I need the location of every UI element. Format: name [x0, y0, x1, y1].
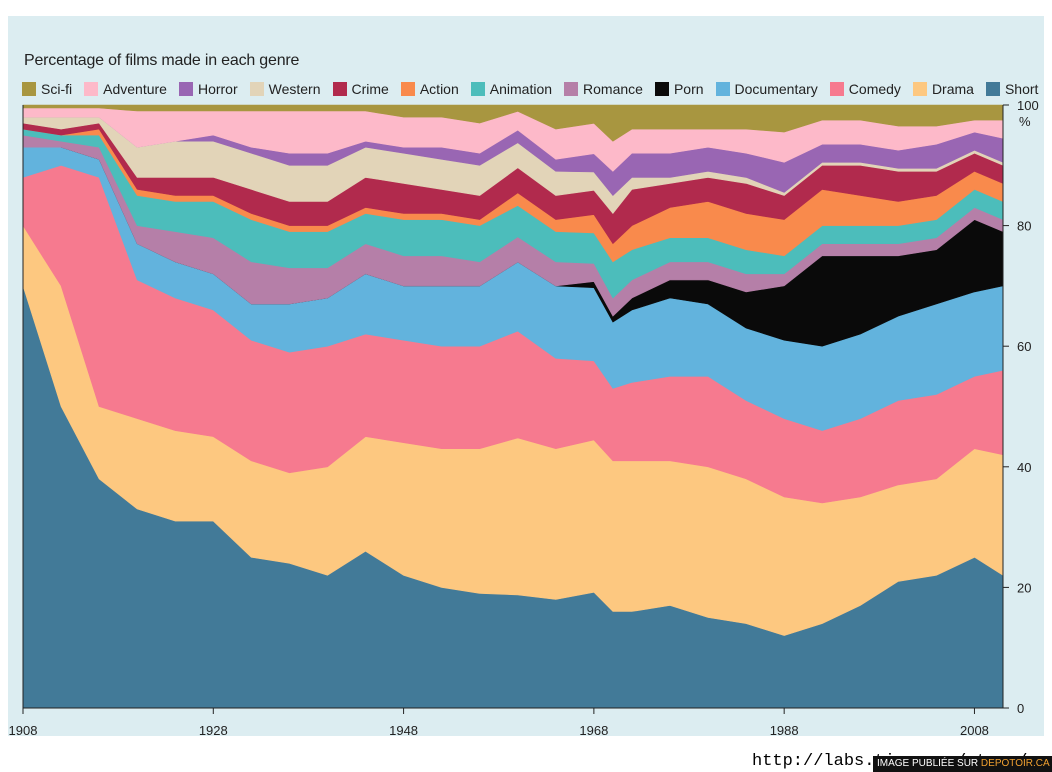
- legend-item-horror: Horror: [178, 81, 238, 97]
- watermark-prefix: IMAGE PUBLIÉE SUR: [877, 758, 979, 769]
- legend-item-crime: Crime: [332, 81, 389, 97]
- legend-label: Romance: [583, 81, 643, 97]
- x-tick-label: 2008: [960, 723, 989, 738]
- legend: Sci-fi Adventure Horror Western Crime Action A…: [22, 80, 1050, 98]
- axes: 0 20 40 60 80 100% 1908 1928 1948 1968 1988 2008: [9, 98, 1039, 738]
- y-tick-label: 0: [1017, 701, 1024, 716]
- legend-label: Short: [1004, 81, 1039, 97]
- legend-label: Porn: [673, 81, 704, 97]
- legend-swatch: [22, 82, 36, 96]
- legend-label: Animation: [489, 81, 553, 97]
- x-tick-label: 1988: [770, 723, 799, 738]
- y-unit-label: %: [1019, 114, 1031, 129]
- y-tick-label: 100: [1017, 98, 1039, 113]
- legend-swatch: [400, 82, 415, 96]
- legend-item-documentary: Documentary: [715, 81, 818, 97]
- legend-swatch: [332, 82, 347, 96]
- legend-label: Documentary: [734, 81, 818, 97]
- area-layers: [22, 104, 1004, 709]
- legend-swatch: [912, 82, 927, 96]
- legend-label: Crime: [351, 81, 389, 97]
- legend-item-romance: Romance: [564, 81, 643, 97]
- legend-item-sci-fi: Sci-fi: [22, 81, 72, 97]
- legend-swatch: [249, 82, 264, 96]
- legend-item-drama: Drama: [912, 81, 974, 97]
- legend-item-adventure: Adventure: [84, 81, 167, 97]
- legend-item-porn: Porn: [654, 81, 704, 97]
- y-tick-label: 40: [1017, 460, 1031, 475]
- legend-item-action: Action: [400, 81, 459, 97]
- watermark-site: DEPOTOIR.CA: [980, 758, 1050, 769]
- y-tick-label: 20: [1017, 580, 1031, 595]
- x-tick-label: 1948: [389, 723, 418, 738]
- chart-title: Percentage of films made in each genre: [24, 52, 300, 69]
- watermark: IMAGE PUBLIÉE SUR DEPOTOIR.CA: [873, 756, 1052, 772]
- y-tick-label: 60: [1017, 339, 1031, 354]
- legend-item-western: Western: [249, 81, 321, 97]
- x-tick-label: 1908: [9, 723, 38, 738]
- legend-swatch: [470, 82, 485, 96]
- legend-swatch: [564, 82, 579, 96]
- legend-swatch: [84, 82, 99, 96]
- legend-swatch: [715, 82, 730, 96]
- x-tick-label: 1968: [579, 723, 608, 738]
- legend-item-comedy: Comedy: [829, 81, 901, 97]
- legend-label: Action: [419, 81, 459, 97]
- legend-label: Sci-fi: [41, 81, 73, 97]
- legend-item-short: Short: [985, 81, 1039, 97]
- legend-label: Adventure: [103, 81, 167, 97]
- legend-item-animation: Animation: [470, 81, 553, 97]
- legend-label: Drama: [931, 81, 974, 97]
- legend-swatch: [654, 82, 669, 96]
- legend-swatch: [178, 82, 193, 96]
- legend-swatch: [829, 82, 844, 96]
- legend-label: Horror: [197, 81, 238, 97]
- legend-label: Comedy: [848, 81, 901, 97]
- y-tick-label: 80: [1017, 219, 1031, 234]
- legend-swatch: [985, 82, 1000, 96]
- legend-label: Western: [268, 81, 321, 97]
- x-tick-label: 1928: [199, 723, 228, 738]
